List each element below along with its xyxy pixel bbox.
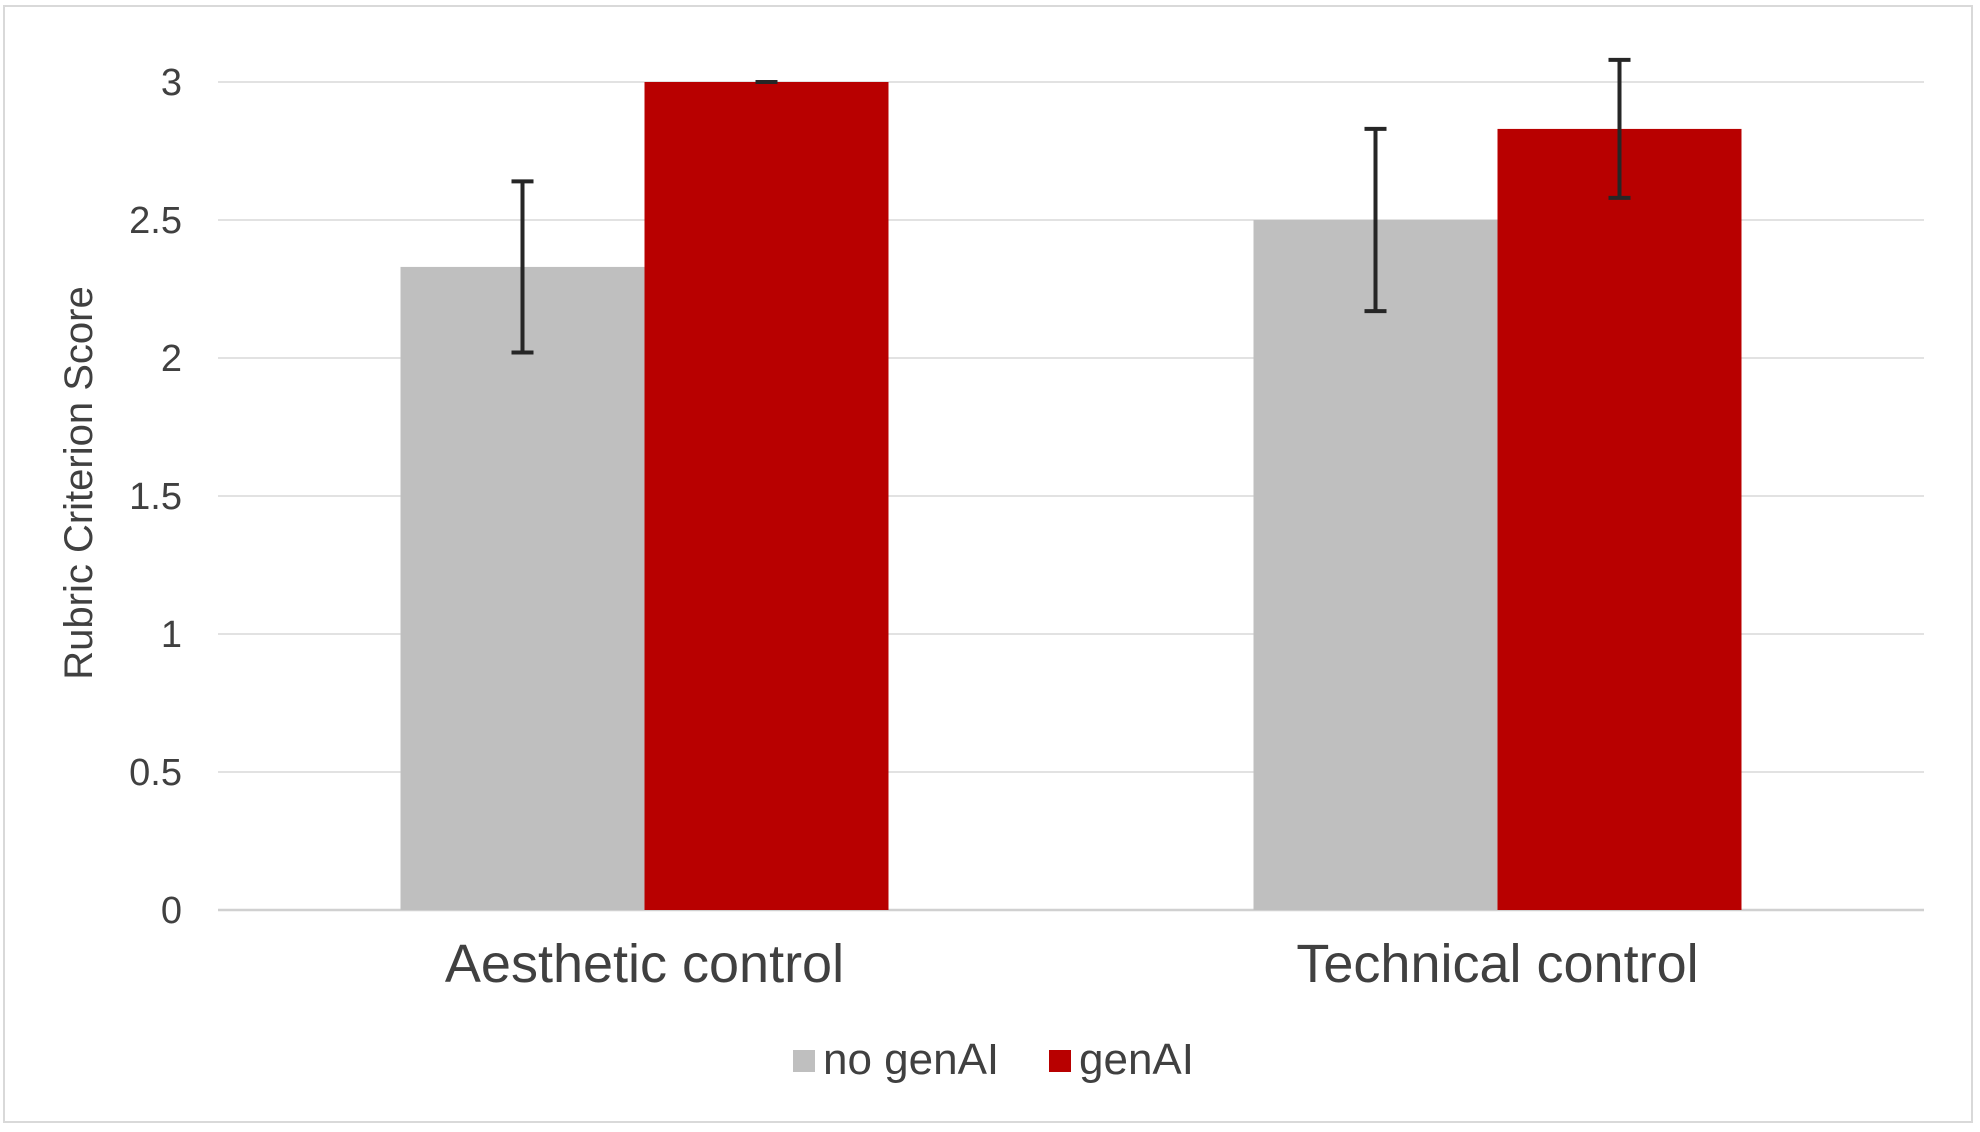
error-bar (1608, 57, 1631, 200)
y-tick-label: 1.5 (129, 476, 182, 518)
y-axis-ticks: 0 0.5 1 1.5 2 2.5 3 (129, 62, 182, 932)
y-tick-label: 0 (161, 890, 182, 932)
bar (1497, 128, 1742, 911)
y-tick-label: 1 (161, 614, 182, 656)
legend-item: no genAI (793, 1035, 999, 1084)
bar (644, 82, 889, 910)
legend-item: genAI (1049, 1035, 1194, 1084)
error-bar (1364, 126, 1387, 314)
x-category-label: Technical control (1296, 934, 1698, 994)
legend-swatch (1049, 1050, 1071, 1072)
legend-swatch (793, 1050, 815, 1072)
bar (400, 266, 645, 910)
error-bar (511, 179, 534, 355)
y-tick-label: 0.5 (129, 752, 182, 794)
bar (1253, 220, 1498, 910)
error-bars (511, 57, 1631, 355)
legend: no genAI genAI (793, 1035, 1194, 1084)
y-axis-title: Rubric Criterion Score (57, 286, 101, 679)
y-tick-label: 3 (161, 62, 182, 104)
bars (400, 82, 1742, 911)
x-axis-categories: Aesthetic control Technical control (445, 934, 1699, 994)
legend-label: genAI (1079, 1035, 1194, 1084)
y-tick-label: 2 (161, 338, 182, 380)
x-category-label: Aesthetic control (445, 934, 844, 994)
y-tick-label: 2.5 (129, 200, 182, 242)
legend-label: no genAI (823, 1035, 999, 1084)
